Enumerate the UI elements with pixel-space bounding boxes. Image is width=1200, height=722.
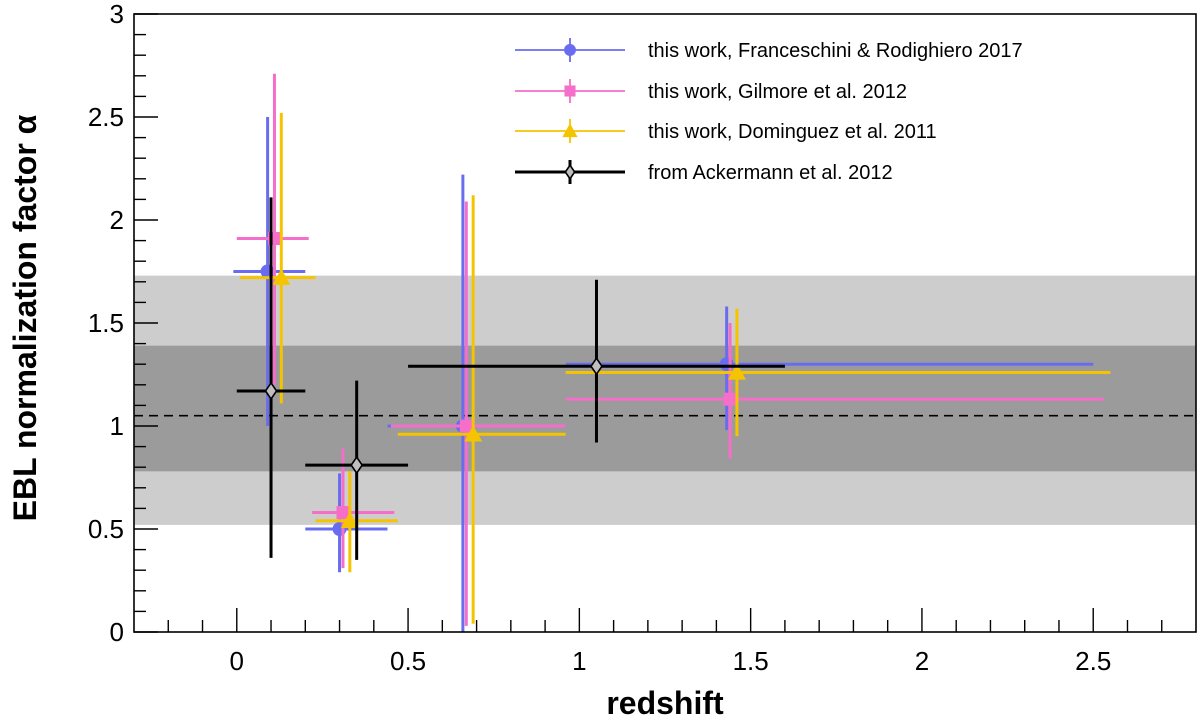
legend-marker (564, 85, 576, 97)
legend-entry: this work, Franceschini & Rodighiero 201… (515, 38, 1023, 62)
x-tick-label: 1 (572, 646, 586, 676)
legend-label: this work, Gilmore et al. 2012 (648, 81, 907, 103)
x-tick-label: 0 (230, 646, 244, 676)
series-4 (236, 197, 785, 560)
point-marker (727, 363, 746, 380)
point-marker (340, 511, 359, 528)
legend-entry: from Ackermann et al. 2012 (515, 160, 893, 184)
x-axis-title: redshift (606, 685, 724, 721)
x-tick-label: 0.5 (390, 646, 426, 676)
data-point (240, 112, 316, 404)
point-marker (336, 506, 350, 520)
data-point (565, 308, 1111, 437)
legend-label: from Ackermann et al. 2012 (648, 162, 893, 184)
data-point (312, 448, 395, 569)
y-axis-title: EBL normalization factor α (7, 114, 43, 521)
legend-entry: this work, Gilmore et al. 2012 (515, 79, 907, 103)
point-marker (272, 268, 291, 285)
legend-label: this work, Dominguez et al. 2011 (648, 121, 937, 143)
x-tick-label: 1.5 (733, 646, 769, 676)
y-tick-label: 3 (110, 0, 124, 29)
y-tick-label: 0 (110, 617, 124, 647)
y-tick-label: 1 (110, 411, 124, 441)
legend-label: this work, Franceschini & Rodighiero 201… (648, 40, 1023, 62)
legend-entry: this work, Dominguez et al. 2011 (515, 119, 937, 143)
point-marker (350, 455, 364, 475)
point-marker (590, 356, 603, 376)
data-point (397, 195, 566, 624)
legend-marker (562, 123, 578, 138)
axes: 0 0.5 1 1.5 2 2.5 3 0 0.5 1 1.5 2 2.5 (88, 0, 1197, 676)
legend: this work, Franceschini & Rodighiero 201… (515, 38, 1023, 184)
point-marker (723, 392, 737, 406)
point-marker (459, 419, 473, 433)
legend-marker (564, 44, 576, 56)
data-points (233, 73, 1111, 632)
y-tick-label: 0.5 (88, 514, 124, 544)
x-tick-label: 2 (915, 646, 929, 676)
data-point (390, 201, 566, 626)
legend-marker (564, 163, 576, 181)
data-point (305, 380, 409, 560)
data-point (565, 323, 1104, 459)
x-tick-label: 2.5 (1075, 646, 1111, 676)
data-point (408, 279, 785, 443)
data-point (236, 197, 306, 558)
point-marker (464, 425, 483, 442)
y-tick-label: 2.5 (88, 102, 124, 132)
series-3 (240, 112, 1111, 624)
y-tick-label: 1.5 (88, 308, 124, 338)
y-tick-label: 2 (110, 205, 124, 235)
point-marker (264, 381, 278, 401)
